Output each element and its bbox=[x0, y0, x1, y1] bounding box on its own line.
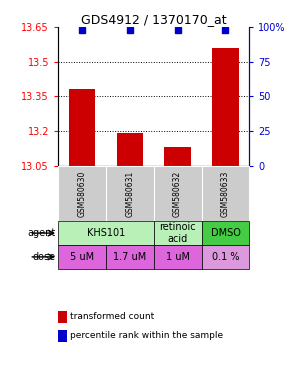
Text: KHS101: KHS101 bbox=[87, 228, 125, 238]
Bar bbox=[164, 147, 191, 166]
Text: dose: dose bbox=[33, 252, 56, 262]
Bar bbox=[106, 245, 154, 269]
Bar bbox=[154, 221, 202, 245]
Text: 5 uM: 5 uM bbox=[70, 252, 94, 262]
Bar bbox=[117, 133, 143, 166]
Bar bbox=[58, 245, 106, 269]
Text: DMSO: DMSO bbox=[211, 228, 240, 238]
Text: agent: agent bbox=[28, 228, 56, 238]
Bar bbox=[202, 166, 249, 221]
Bar bbox=[202, 221, 249, 245]
Bar bbox=[154, 245, 202, 269]
Bar bbox=[58, 166, 106, 221]
Bar bbox=[69, 89, 95, 166]
Text: GSM580630: GSM580630 bbox=[77, 170, 86, 217]
Text: retinoic
acid: retinoic acid bbox=[159, 222, 196, 244]
Bar bbox=[202, 245, 249, 269]
Text: 1.7 uM: 1.7 uM bbox=[113, 252, 146, 262]
Bar bbox=[212, 48, 239, 166]
Text: GSM580631: GSM580631 bbox=[125, 170, 134, 217]
Bar bbox=[106, 166, 154, 221]
Bar bbox=[154, 166, 202, 221]
Text: 0.1 %: 0.1 % bbox=[212, 252, 239, 262]
Text: transformed count: transformed count bbox=[70, 312, 154, 321]
Title: GDS4912 / 1370170_at: GDS4912 / 1370170_at bbox=[81, 13, 226, 26]
Text: percentile rank within the sample: percentile rank within the sample bbox=[70, 331, 223, 341]
Text: 1 uM: 1 uM bbox=[166, 252, 190, 262]
Text: GSM580632: GSM580632 bbox=[173, 170, 182, 217]
Text: GSM580633: GSM580633 bbox=[221, 170, 230, 217]
Bar bbox=[58, 221, 154, 245]
